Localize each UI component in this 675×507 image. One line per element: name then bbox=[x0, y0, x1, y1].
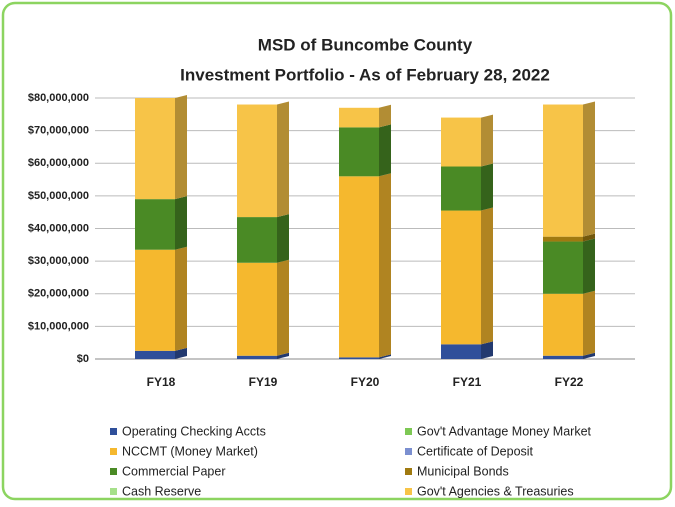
bar-segment bbox=[543, 104, 583, 237]
legend-label: Certificate of Deposit bbox=[417, 444, 534, 458]
x-tick-label: FY20 bbox=[351, 375, 380, 389]
bar-segment bbox=[441, 166, 481, 211]
y-tick-label: $70,000,000 bbox=[28, 125, 89, 137]
legend-label: Gov't Agencies & Treasuries bbox=[417, 484, 574, 498]
bar-segment bbox=[339, 107, 379, 128]
bar-side bbox=[175, 95, 187, 200]
legend-swatch bbox=[110, 488, 117, 495]
bar-segment bbox=[339, 176, 379, 358]
bar-side bbox=[583, 352, 595, 359]
y-tick-label: $30,000,000 bbox=[28, 255, 89, 267]
bar-side bbox=[277, 259, 289, 356]
bar-side bbox=[379, 124, 391, 177]
bar-side bbox=[379, 104, 391, 128]
bar-segment bbox=[441, 344, 481, 359]
bar-segment bbox=[441, 210, 481, 345]
bar-side bbox=[481, 207, 493, 345]
y-tick-label: $20,000,000 bbox=[28, 288, 89, 300]
legend-swatch bbox=[110, 428, 117, 435]
y-tick-label: $60,000,000 bbox=[28, 157, 89, 169]
bar-side bbox=[277, 352, 289, 359]
bar-side bbox=[583, 238, 595, 294]
y-tick-label: $40,000,000 bbox=[28, 222, 89, 234]
x-tick-label: FY21 bbox=[453, 375, 482, 389]
bar-side bbox=[481, 341, 493, 359]
bar-side bbox=[175, 196, 187, 250]
x-tick-label: FY18 bbox=[147, 375, 176, 389]
bar-segment bbox=[237, 355, 277, 359]
bar-segment bbox=[543, 355, 583, 359]
chart-subtitle: Investment Portfolio - As of February 28… bbox=[180, 65, 550, 84]
bar-side bbox=[175, 347, 187, 359]
legend-swatch bbox=[405, 488, 412, 495]
y-tick-label: $80,000,000 bbox=[28, 92, 89, 104]
x-tick-label: FY22 bbox=[555, 375, 584, 389]
legend-swatch bbox=[110, 448, 117, 455]
legend-swatch bbox=[405, 468, 412, 475]
bar-side bbox=[583, 101, 595, 237]
legend-label: NCCMT (Money Market) bbox=[122, 444, 258, 458]
legend-label: Municipal Bonds bbox=[417, 464, 509, 478]
y-tick-label: $10,000,000 bbox=[28, 320, 89, 332]
legend-label: Operating Checking Accts bbox=[122, 424, 266, 438]
bar-segment bbox=[237, 217, 277, 263]
bar-side bbox=[481, 163, 493, 211]
bar-segment bbox=[135, 98, 175, 200]
bar-side bbox=[583, 233, 595, 242]
bar-segment bbox=[237, 262, 277, 356]
y-tick-label: $0 bbox=[77, 353, 89, 365]
legend-label: Commercial Paper bbox=[122, 464, 226, 478]
bar-side bbox=[481, 114, 493, 167]
bar-side bbox=[277, 101, 289, 218]
legend-swatch bbox=[405, 428, 412, 435]
bar-side bbox=[583, 290, 595, 356]
x-tick-label: FY19 bbox=[249, 375, 278, 389]
bar-side bbox=[175, 246, 187, 351]
bar-segment bbox=[543, 241, 583, 294]
bar-segment bbox=[339, 127, 379, 177]
chart-title: MSD of Buncombe County bbox=[258, 35, 473, 54]
legend-swatch bbox=[405, 448, 412, 455]
bar-segment bbox=[339, 357, 379, 359]
legend-label: Cash Reserve bbox=[122, 484, 201, 498]
bar-side bbox=[379, 354, 391, 359]
bar-segment bbox=[543, 293, 583, 356]
legend-swatch bbox=[110, 468, 117, 475]
bar-segment bbox=[543, 236, 583, 242]
bar-side bbox=[277, 214, 289, 263]
bar-segment bbox=[135, 199, 175, 250]
bar-segment bbox=[135, 350, 175, 359]
y-tick-label: $50,000,000 bbox=[28, 190, 89, 202]
legend-label: Gov't Advantage Money Market bbox=[417, 424, 592, 438]
bar-segment bbox=[237, 104, 277, 218]
bar-segment bbox=[135, 249, 175, 351]
bar-segment bbox=[441, 117, 481, 167]
bar-side bbox=[379, 173, 391, 358]
